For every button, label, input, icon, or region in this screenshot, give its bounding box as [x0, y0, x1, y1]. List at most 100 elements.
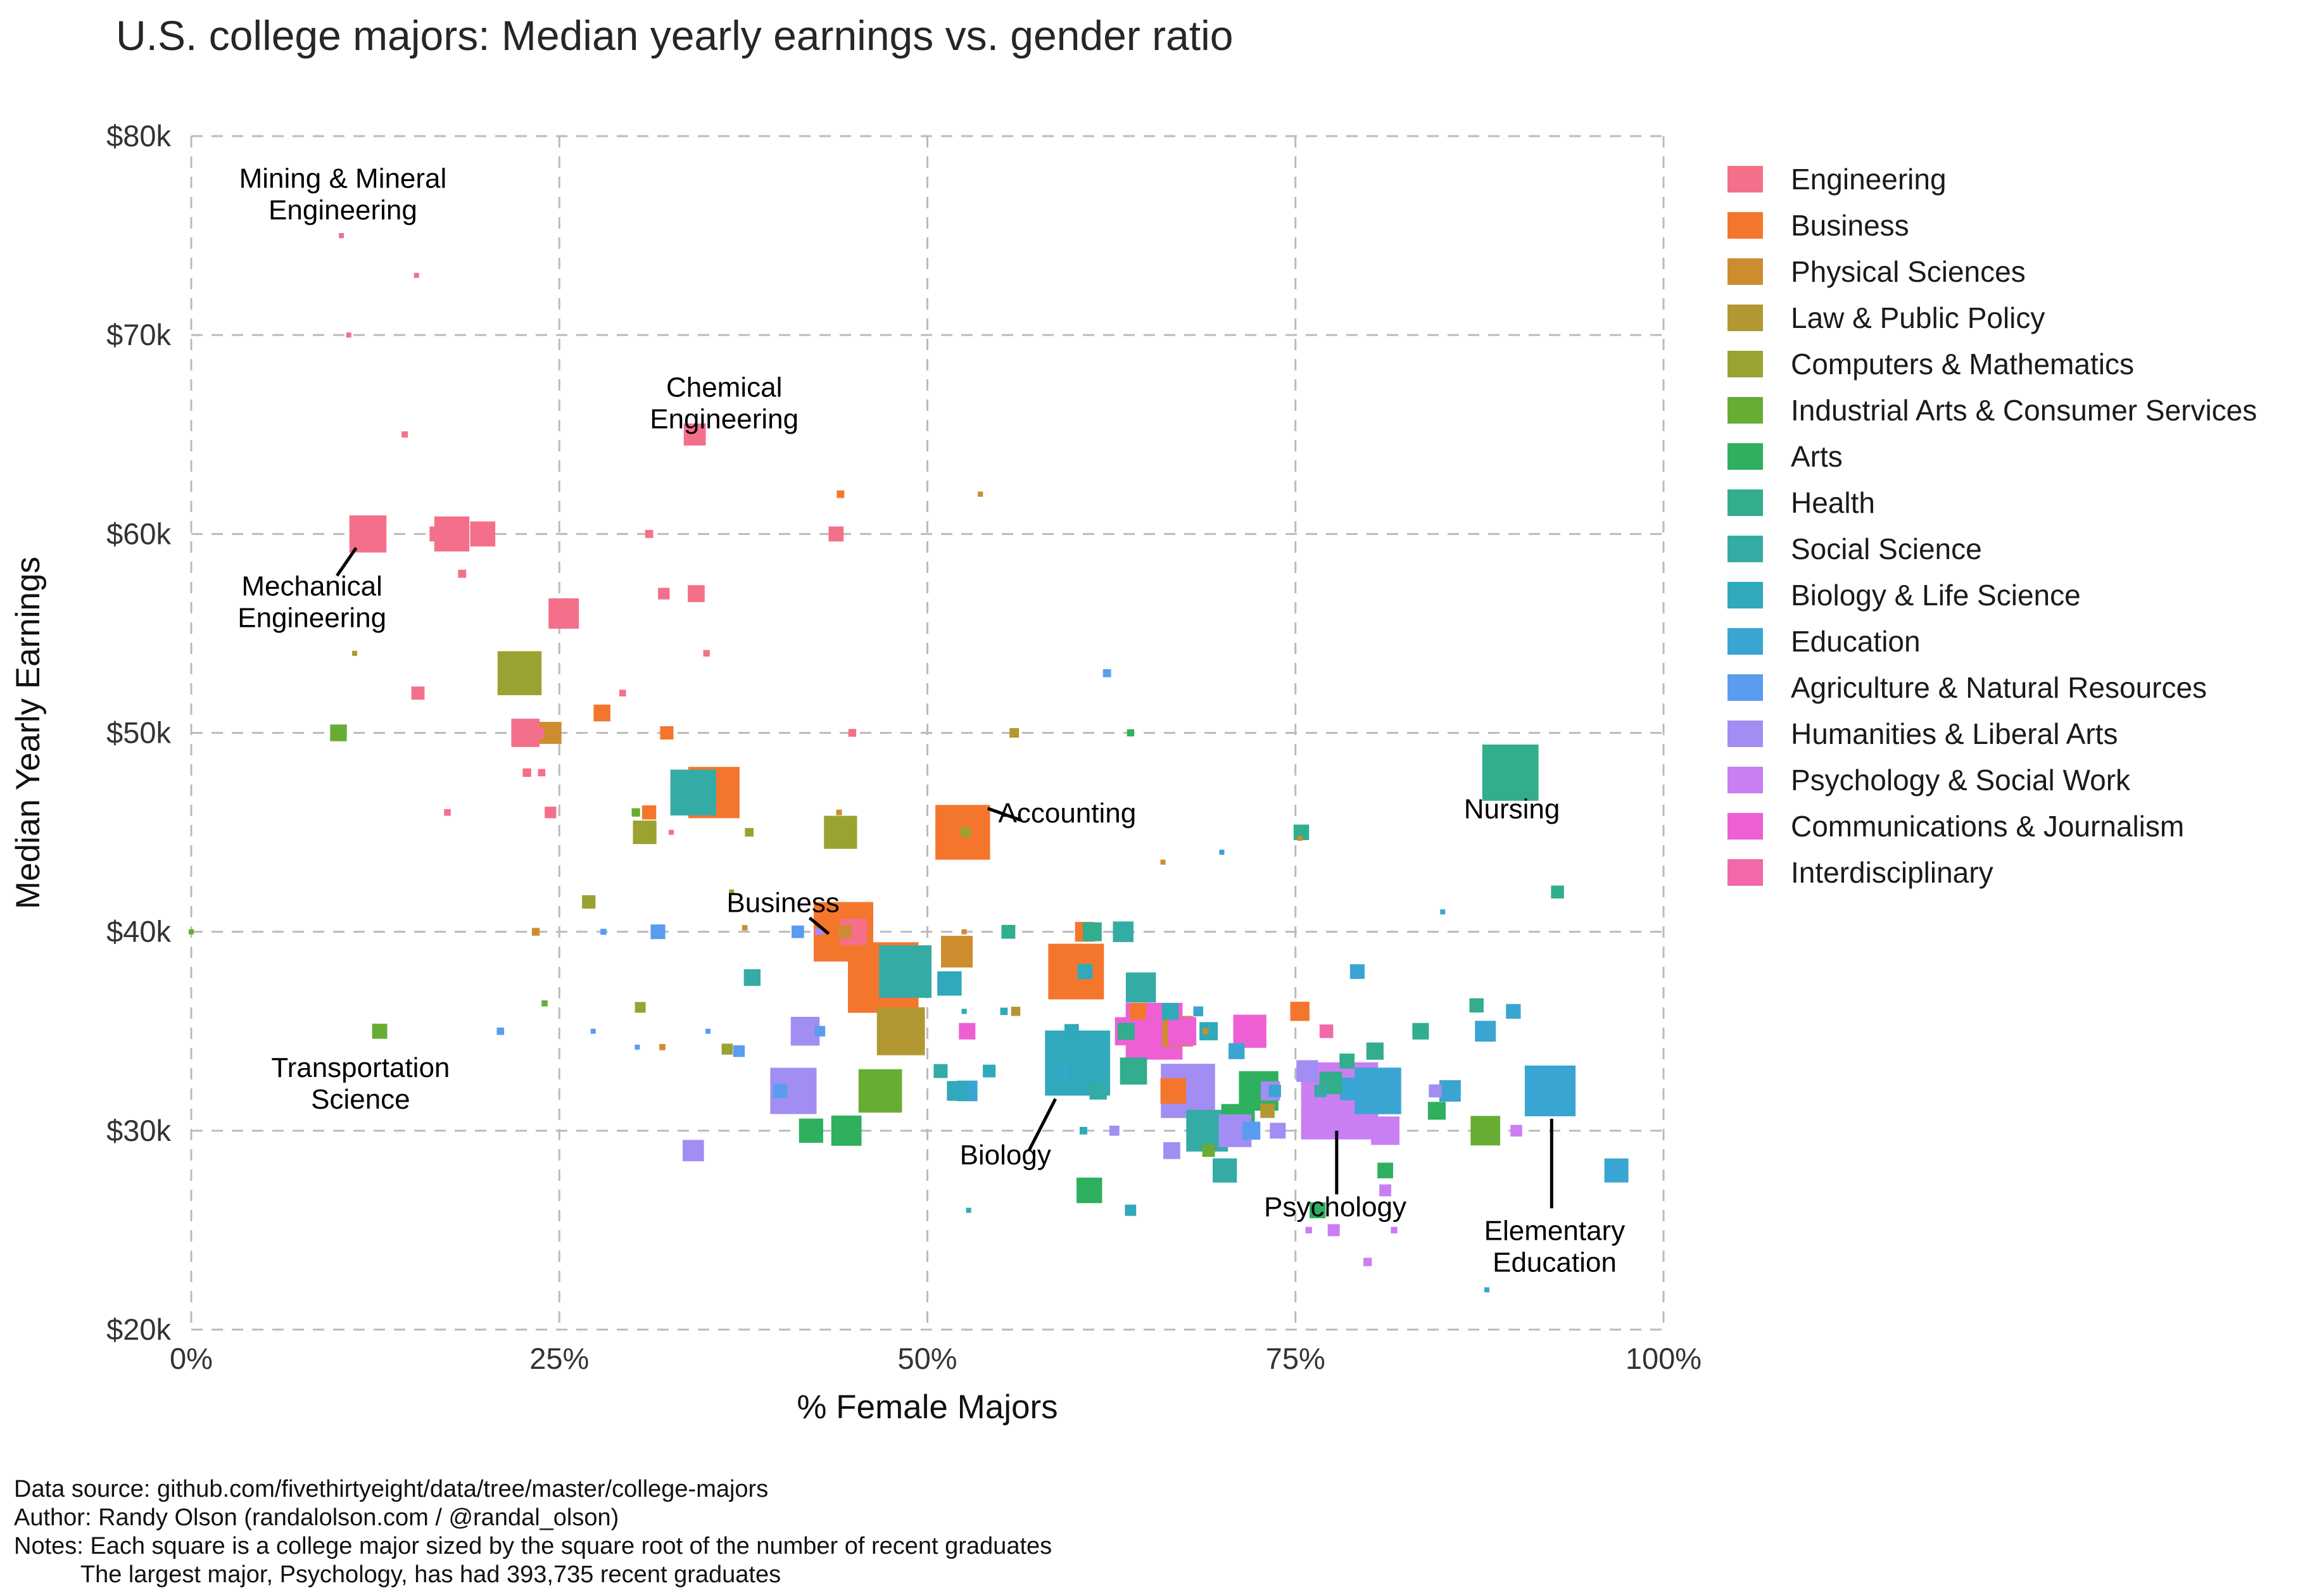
legend-swatch: [1727, 443, 1763, 470]
data-point-square: [352, 650, 358, 656]
data-point-square: [1242, 1121, 1261, 1140]
annotation-mining: Mining & Mineral Engineering: [239, 163, 447, 226]
data-point-square: [773, 1083, 788, 1099]
legend-label: Education: [1791, 624, 1921, 658]
legend-swatch: [1727, 350, 1763, 377]
data-point-square: [541, 1000, 548, 1007]
legend-item-2: Physical Sciences: [1727, 248, 2257, 294]
data-point-square: [1127, 729, 1134, 737]
y-tick-label: $20k: [106, 1313, 171, 1346]
data-point-square: [372, 1023, 388, 1039]
legend-swatch: [1727, 674, 1763, 701]
data-point-square: [966, 1207, 971, 1213]
data-point-square: [824, 815, 857, 849]
data-point-square: [593, 704, 610, 722]
data-point-square: [645, 529, 654, 538]
data-point-square: [659, 1044, 666, 1050]
annotation-leader-line: [987, 807, 1023, 822]
legend-item-3: Law & Public Policy: [1727, 294, 2257, 341]
data-point-square: [705, 1028, 711, 1034]
data-point-square: [1079, 1126, 1087, 1135]
data-point-square: [1290, 1002, 1310, 1021]
legend-label: Agriculture & Natural Resources: [1791, 671, 2207, 704]
data-point-square: [1363, 1257, 1372, 1266]
legend-item-0: Engineering: [1727, 156, 2257, 202]
data-point-square: [1551, 885, 1564, 899]
data-point-square: [1064, 1024, 1079, 1039]
legend-item-5: Industrial Arts & Consumer Services: [1727, 387, 2257, 433]
data-point-square: [1048, 943, 1104, 1000]
legend-label: Industrial Arts & Consumer Services: [1791, 393, 2258, 427]
data-point-square: [828, 526, 844, 542]
data-point-square: [545, 807, 557, 819]
data-point-square: [1296, 1060, 1318, 1082]
legend-label: Arts: [1791, 439, 1843, 473]
legend-item-13: Psychology & Social Work: [1727, 757, 2257, 803]
y-tick-label: $40k: [106, 915, 171, 948]
data-point-square: [1118, 1023, 1135, 1040]
legend-swatch: [1727, 720, 1763, 747]
data-point-square: [1366, 1042, 1384, 1060]
data-point-square: [792, 925, 804, 938]
annotation-psychology: Psychology: [1264, 1192, 1406, 1223]
legend-swatch: [1727, 581, 1763, 608]
data-point-square: [1412, 1023, 1429, 1040]
footer-line-0: Data source: github.com/fivethirtyeight/…: [14, 1476, 769, 1502]
x-tick-label: 50%: [897, 1342, 957, 1375]
data-point-square: [1327, 1224, 1340, 1237]
legend-label: Health: [1791, 486, 1875, 519]
legend-swatch: [1727, 396, 1763, 424]
y-tick-label: $60k: [106, 517, 171, 550]
data-point-square: [836, 809, 842, 815]
data-point-square: [940, 936, 973, 968]
data-point-square: [858, 1069, 902, 1113]
data-point-square: [733, 1045, 745, 1057]
data-point-square: [189, 929, 194, 935]
data-point-square: [631, 808, 640, 817]
legend-item-6: Arts: [1727, 433, 2257, 479]
data-point-square: [1482, 744, 1539, 801]
data-point-square: [1429, 1084, 1442, 1098]
data-point-square: [799, 1118, 823, 1143]
data-point-square: [414, 272, 419, 278]
data-point-square: [1470, 1116, 1501, 1146]
data-point-square: [1314, 1085, 1327, 1097]
data-point-square: [590, 1028, 596, 1034]
data-point-square: [1604, 1158, 1629, 1183]
legend-label: Computers & Mathematics: [1791, 347, 2134, 381]
data-point-square: [1475, 1021, 1496, 1042]
y-axis-label: Median Yearly Earnings: [9, 557, 47, 909]
data-point-square: [411, 686, 425, 700]
data-point-square: [641, 805, 657, 820]
legend-swatch: [1727, 859, 1763, 886]
data-point-square: [837, 490, 845, 498]
data-point-square: [497, 651, 542, 695]
data-point-square: [401, 431, 408, 438]
legend-label: Law & Public Policy: [1791, 301, 2045, 334]
data-point-square: [1202, 1144, 1215, 1157]
data-point-square: [683, 423, 706, 446]
data-point-square: [1260, 1104, 1275, 1118]
data-point-square: [1168, 1017, 1197, 1046]
data-point-square: [635, 1002, 646, 1013]
annotation-elementary: Elementary Education: [1484, 1216, 1626, 1278]
data-point-square: [531, 928, 540, 936]
legend-swatch: [1727, 766, 1763, 793]
data-point-square: [1219, 850, 1225, 855]
data-point-square: [1067, 1065, 1079, 1077]
legend-swatch: [1727, 489, 1763, 516]
legend-swatch: [1727, 258, 1763, 285]
data-point-square: [470, 521, 496, 547]
data-point-square: [1113, 921, 1134, 942]
data-point-square: [879, 945, 932, 998]
data-point-square: [1484, 1287, 1489, 1293]
data-point-square: [703, 650, 710, 657]
data-point-square: [947, 1081, 967, 1101]
annotation-biology: Biology: [960, 1140, 1051, 1171]
data-point-square: [1309, 1202, 1326, 1219]
legend-item-11: Agriculture & Natural Resources: [1727, 664, 2257, 710]
data-point-square: [1011, 1007, 1021, 1016]
x-tick-label: 25%: [529, 1342, 589, 1375]
legend-item-10: Education: [1727, 618, 2257, 664]
